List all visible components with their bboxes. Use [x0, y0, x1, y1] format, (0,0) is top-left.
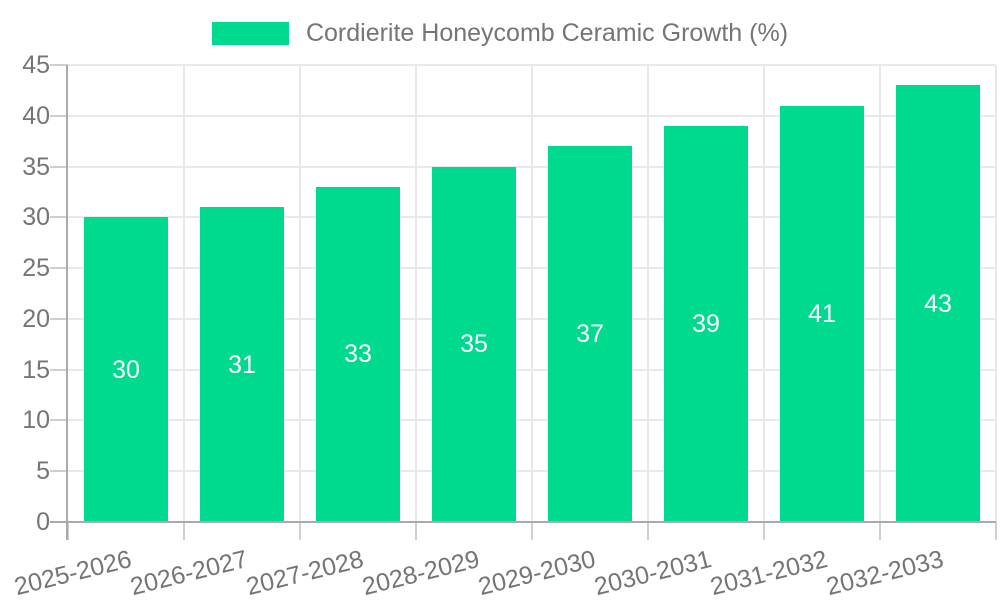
bar [200, 207, 284, 522]
y-tick-mark [50, 267, 68, 270]
gridline-vertical [647, 65, 649, 522]
bar [548, 146, 632, 522]
x-tick-mark [879, 522, 881, 540]
y-axis-tick-label: 40 [22, 101, 50, 130]
x-tick-mark [763, 522, 765, 540]
gridline-vertical [995, 65, 997, 522]
bar-value-label: 39 [692, 309, 720, 338]
bar-value-label: 35 [460, 330, 488, 359]
gridline-vertical [531, 65, 533, 522]
y-axis-tick-label: 30 [22, 203, 50, 232]
y-tick-mark [50, 317, 68, 320]
bar [896, 85, 980, 522]
bar [664, 125, 748, 522]
bar-value-label: 41 [808, 299, 836, 328]
bar [316, 186, 400, 522]
bar-value-label: 43 [924, 289, 952, 318]
bar [780, 105, 864, 522]
gridline-vertical [763, 65, 765, 522]
y-tick-mark [50, 165, 68, 168]
x-tick-mark [415, 522, 417, 540]
y-tick-mark [50, 114, 68, 117]
y-axis-tick-label: 15 [22, 355, 50, 384]
bar [432, 166, 516, 522]
legend-item[interactable]: Cordierite Honeycomb Ceramic Growth (%) [211, 19, 789, 48]
x-axis-tick-label: 2032-2033 [823, 545, 947, 600]
x-axis-tick-label: 2027-2028 [243, 545, 367, 600]
gridline-vertical [183, 65, 185, 522]
x-axis-line [50, 521, 996, 523]
gridline-vertical [879, 65, 881, 522]
x-axis-tick-label: 2026-2027 [127, 545, 251, 600]
x-tick-mark [299, 522, 301, 540]
y-axis-tick-label: 35 [22, 152, 50, 181]
x-tick-mark [67, 522, 69, 540]
gridline-vertical [299, 65, 301, 522]
bar-value-label: 30 [112, 355, 140, 384]
y-axis-tick-label: 0 [36, 508, 50, 536]
x-axis-tick-label: 2029-2030 [475, 545, 599, 600]
x-axis-tick-label: 2028-2029 [359, 545, 483, 600]
bar-value-label: 31 [228, 350, 256, 379]
x-tick-mark [647, 522, 649, 540]
x-tick-mark [995, 522, 997, 540]
legend: Cordierite Honeycomb Ceramic Growth (%) [0, 19, 1000, 48]
legend-swatch-icon [211, 22, 289, 45]
y-tick-mark [50, 216, 68, 219]
y-axis-line [66, 65, 68, 540]
y-axis-tick-label: 45 [22, 51, 50, 79]
y-axis-tick-label: 20 [22, 304, 50, 333]
y-axis-tick-label: 5 [36, 457, 50, 486]
y-tick-mark [50, 470, 68, 473]
x-axis-tick-label: 2031-2032 [707, 545, 831, 600]
bar-value-label: 33 [344, 340, 372, 369]
bar-value-label: 37 [576, 320, 604, 349]
y-tick-mark [50, 368, 68, 371]
x-axis-tick-label: 2030-2031 [591, 545, 715, 600]
x-axis-tick-label: 2025-2026 [11, 545, 135, 600]
y-axis-tick-label: 25 [22, 254, 50, 283]
bar [84, 217, 168, 522]
x-tick-mark [531, 522, 533, 540]
legend-label: Cordierite Honeycomb Ceramic Growth (%) [305, 19, 789, 47]
y-axis-tick-label: 10 [22, 406, 50, 435]
x-tick-mark [183, 522, 185, 540]
y-tick-mark [50, 419, 68, 422]
gridline-vertical [415, 65, 417, 522]
y-tick-mark [50, 64, 68, 66]
